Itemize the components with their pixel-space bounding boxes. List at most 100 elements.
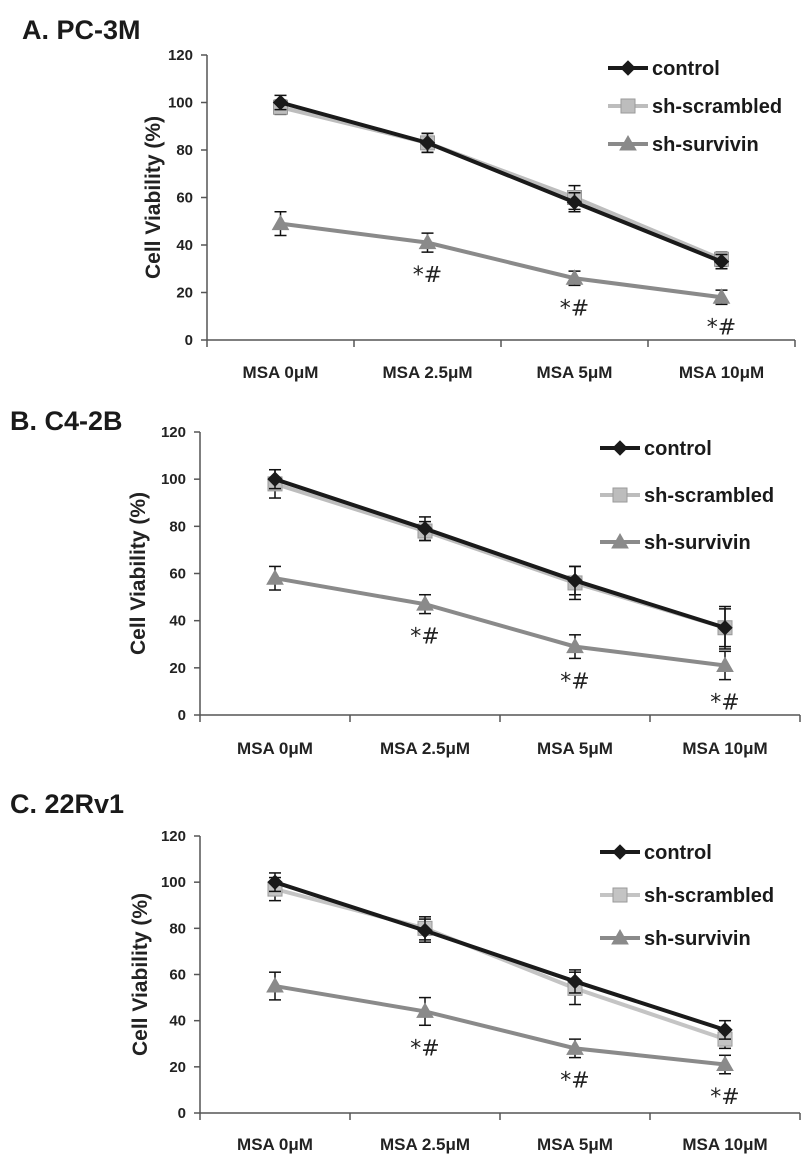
y-tick-label: 0: [185, 332, 193, 349]
data-point: [417, 922, 433, 939]
y-tick-label: 60: [169, 566, 186, 583]
data-point: [419, 135, 436, 151]
legend: control sh-scrambled sh-survivin: [600, 438, 774, 554]
data-point: [566, 1039, 584, 1055]
chart-panel-3: C. 22Rv1 0 20 40 60 80 100 120 MSA 0μM MSA 2.5μM M…: [10, 789, 801, 1154]
data-point: [713, 253, 730, 270]
data-point: [416, 1002, 434, 1018]
significance-annotation: *#: [410, 1036, 439, 1061]
y-tick-label: 60: [169, 967, 186, 984]
series-line: [279, 100, 723, 264]
legend-marker: [620, 60, 636, 76]
significance-annotation: *#: [413, 263, 442, 288]
series-control: [267, 872, 733, 1040]
x-tick-label: MSA 0μM: [237, 739, 313, 758]
data-point: [712, 288, 731, 304]
y-tick-label: 80: [169, 920, 186, 937]
series-line: [274, 576, 726, 668]
y-tick-label: 100: [168, 95, 193, 112]
series-sh-survivin: [266, 971, 734, 1075]
legend-label: control: [644, 842, 712, 864]
x-tick-label: MSA 5μM: [537, 363, 613, 382]
legend-label: sh-survivin: [644, 532, 751, 554]
legend: control sh-scrambled sh-survivin: [608, 58, 782, 156]
x-tick-label: MSA 2.5μM: [380, 1135, 470, 1154]
x-tick-label: MSA 0μM: [237, 1135, 313, 1154]
y-tick-label: 80: [176, 142, 193, 159]
data-point: [566, 194, 583, 210]
series-sh-survivin: [271, 211, 731, 306]
legend-label: sh-survivin: [644, 928, 751, 950]
series-line: [274, 984, 726, 1067]
significance-annotation: *#: [710, 1085, 739, 1110]
series-line: [280, 221, 722, 300]
legend-marker: [620, 98, 636, 114]
y-tick-label: 120: [168, 47, 193, 64]
chart-panel-2: B. C4-2B 0 20 40 60 80 100 120 MSA 0μM MSA 2.5μM M…: [10, 406, 801, 758]
y-tick-label: 120: [161, 828, 186, 845]
y-axis-label: Cell Viability (%): [142, 116, 165, 279]
x-tick-label: MSA 5μM: [537, 739, 613, 758]
legend-marker: [612, 887, 628, 903]
data-point: [272, 94, 289, 111]
data-point: [271, 214, 290, 231]
series-sh-scrambled: [273, 99, 729, 268]
legend-marker: [612, 487, 628, 503]
y-tick-label: 40: [169, 1013, 186, 1030]
data-point: [717, 620, 733, 636]
data-point: [416, 595, 434, 611]
series-line: [274, 477, 726, 630]
legend-label: control: [652, 58, 720, 80]
significance-annotation: *#: [560, 669, 589, 694]
data-point: [417, 520, 433, 537]
y-tick-label: 80: [169, 518, 186, 535]
y-tick-label: 20: [176, 285, 193, 302]
data-point: [266, 977, 284, 993]
legend-label: sh-scrambled: [644, 485, 774, 507]
significance-annotation: *#: [707, 315, 736, 340]
legend-marker: [612, 440, 628, 456]
y-tick-label: 60: [176, 190, 193, 207]
series-sh-survivin: [266, 565, 734, 681]
y-tick-label: 100: [161, 874, 186, 891]
legend-marker: [611, 928, 629, 945]
significance-annotation: *#: [560, 1069, 589, 1094]
data-point: [267, 471, 283, 487]
x-tick-label: MSA 0μM: [243, 363, 319, 382]
y-tick-label: 40: [176, 237, 193, 254]
legend-marker: [619, 134, 637, 151]
legend-marker: [611, 532, 629, 549]
legend-label: sh-survivin: [652, 134, 759, 156]
x-tick-label: MSA 10μM: [682, 1135, 767, 1154]
x-tick-label: MSA 2.5μM: [382, 363, 472, 382]
y-tick-label: 20: [169, 1059, 186, 1076]
series-control: [267, 468, 733, 650]
series-line: [274, 880, 726, 1032]
data-point: [567, 973, 583, 990]
significance-annotation: *#: [410, 625, 439, 650]
x-tick-label: MSA 2.5μM: [380, 739, 470, 758]
data-point: [567, 572, 583, 589]
series-line: [274, 887, 726, 1042]
y-tick-label: 0: [178, 707, 186, 724]
data-point: [716, 1055, 734, 1072]
y-tick-label: 40: [169, 613, 186, 630]
y-axis-label: Cell Viability (%): [127, 492, 150, 655]
panel-label: A. PC-3M: [22, 15, 141, 45]
x-tick-label: MSA 5μM: [537, 1135, 613, 1154]
x-tick-label: MSA 10μM: [679, 363, 764, 382]
panel-label: B. C4-2B: [10, 406, 123, 436]
series-line: [280, 105, 723, 262]
data-point: [267, 874, 283, 890]
data-point: [717, 1022, 733, 1038]
data-point: [716, 656, 734, 672]
y-tick-label: 0: [178, 1105, 186, 1122]
data-point: [566, 637, 584, 654]
legend-label: sh-scrambled: [644, 885, 774, 907]
data-point: [266, 569, 284, 585]
y-axis-label: Cell Viability (%): [129, 893, 152, 1056]
panel-label: C. 22Rv1: [10, 789, 124, 819]
significance-annotation: *#: [710, 691, 739, 716]
data-point: [565, 269, 584, 285]
